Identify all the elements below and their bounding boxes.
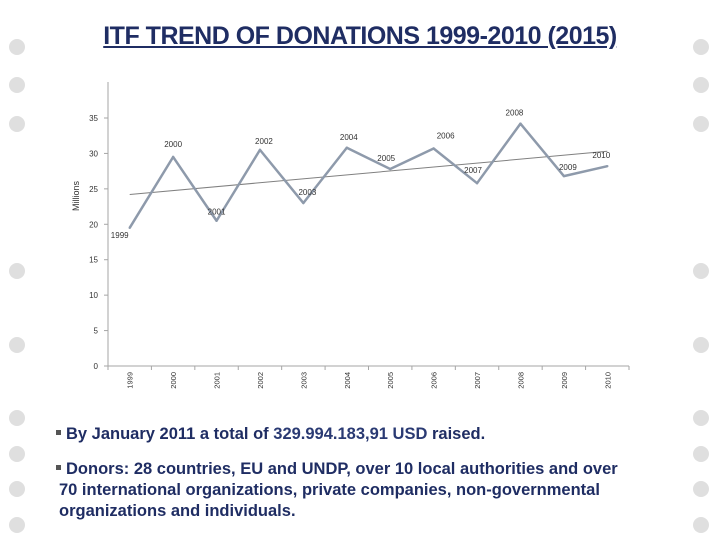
point-label: 2006 xyxy=(437,131,455,140)
y-tick-label: 20 xyxy=(89,220,98,229)
x-tick-label: 2001 xyxy=(213,372,222,389)
data-point xyxy=(171,155,175,159)
y-axis-label: Millions xyxy=(71,181,81,212)
linear-trendline xyxy=(129,150,608,196)
bullet2-line3: organizations and individuals. xyxy=(59,502,296,520)
x-tick-label: 2009 xyxy=(560,372,569,389)
point-label: 2008 xyxy=(506,109,524,118)
y-tick-label: 35 xyxy=(89,114,98,123)
data-point xyxy=(519,122,522,125)
data-point xyxy=(345,146,348,149)
x-tick-label: 2006 xyxy=(430,372,439,389)
data-point xyxy=(475,181,479,185)
x-tick-label: 2000 xyxy=(169,372,178,389)
bullet-square-icon xyxy=(56,430,61,436)
point-label: 2007 xyxy=(464,166,482,175)
data-point xyxy=(128,226,131,230)
data-point xyxy=(302,201,305,205)
y-tick-label: 15 xyxy=(89,256,98,265)
point-label: 2003 xyxy=(298,188,316,197)
donations-series-line xyxy=(128,122,608,229)
point-label: 2005 xyxy=(377,154,395,163)
data-point xyxy=(562,174,566,178)
x-tick-label: 2005 xyxy=(386,372,395,389)
y-tick-labels: 0 5 10 15 20 25 30 35 xyxy=(89,114,108,371)
x-tick-label: 2008 xyxy=(516,372,525,389)
x-tick-label: 2004 xyxy=(343,372,352,389)
point-label: 2001 xyxy=(208,208,226,217)
bullet2-line1: Donors: 28 countries, EU and UNDP, over … xyxy=(66,460,618,478)
bullet-donors: Donors: 28 countries, EU and UNDP, over … xyxy=(56,459,696,522)
point-label: 2000 xyxy=(164,140,182,149)
data-point xyxy=(432,147,435,150)
y-tick-label: 0 xyxy=(94,362,99,371)
point-label: 1999 xyxy=(111,231,129,240)
data-point xyxy=(258,148,262,152)
chart-axes xyxy=(107,82,629,367)
data-point xyxy=(389,167,392,171)
data-point xyxy=(606,164,609,168)
bullet1-amount: 329.994.183,91 USD xyxy=(273,425,428,443)
bullet-square-icon xyxy=(56,465,61,471)
point-label: 2004 xyxy=(340,133,358,142)
y-tick-label: 25 xyxy=(89,185,98,194)
y-tick-label: 5 xyxy=(94,327,99,336)
x-tick-labels: 1999 2000 2001 2002 2003 2004 2005 2006 2007 2008… xyxy=(107,366,630,389)
x-tick-label: 2002 xyxy=(256,372,265,389)
trendline xyxy=(129,150,608,196)
bullet2-line2: 70 international organizations, private … xyxy=(59,481,600,499)
bullet1-prefix: By January 2011 a total of xyxy=(66,425,274,443)
slide-title: ITF TREND OF DONATIONS 1999-2010 (2015) xyxy=(103,22,617,50)
y-tick-label: 10 xyxy=(89,291,98,300)
point-label: 2009 xyxy=(559,163,577,172)
x-tick-label: 2007 xyxy=(473,372,482,389)
point-label: 2010 xyxy=(592,151,610,160)
point-label: 2002 xyxy=(255,137,273,146)
y-tick-label: 30 xyxy=(89,149,98,158)
x-tick-label: 2010 xyxy=(603,372,612,389)
point-labels: 1999 2000 2001 2002 2003 2004 2005 2006 2007 2008… xyxy=(111,109,611,240)
x-tick-label: 1999 xyxy=(126,372,135,389)
bullet1-suffix: raised. xyxy=(427,425,486,443)
data-point xyxy=(215,219,218,222)
bullet-total-raised: By January 2011 a total of 329.994.183,9… xyxy=(56,424,676,445)
series-line xyxy=(128,122,609,230)
x-tick-label: 2003 xyxy=(299,372,308,389)
